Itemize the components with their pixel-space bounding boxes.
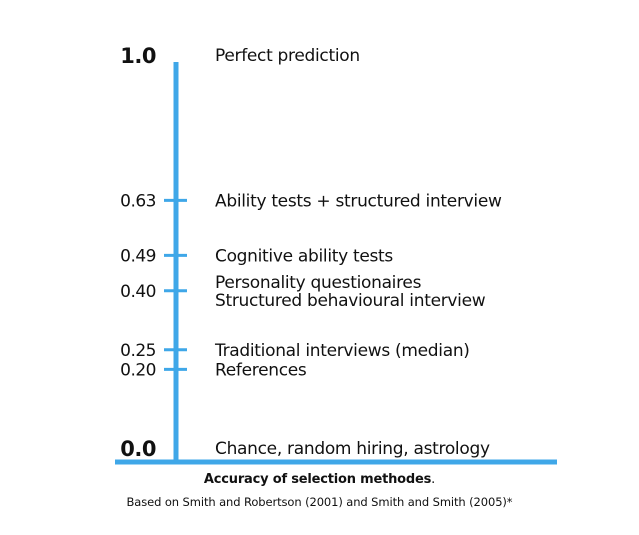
scale-value-label-0-20: 0.20 bbox=[120, 360, 156, 380]
method-label-0-40-1: Personality questionaires bbox=[215, 273, 422, 293]
scale-value-label-1-0: 1.0 bbox=[120, 44, 156, 68]
method-label-0-40-2: Structured behavioural interview bbox=[215, 291, 486, 311]
scale-value-label-0-49: 0.49 bbox=[120, 246, 156, 266]
method-label-0-63: Ability tests + structured interview bbox=[215, 191, 502, 211]
method-label-0-20: References bbox=[215, 360, 307, 380]
scale-value-label-0-25: 0.25 bbox=[120, 341, 156, 361]
scale-value-label-0-0: 0.0 bbox=[120, 437, 156, 461]
method-label-0-49: Cognitive ability tests bbox=[215, 246, 393, 266]
scale-value-label-0-63: 0.63 bbox=[120, 191, 156, 211]
chart-title-text: Accuracy of selection methodes bbox=[203, 472, 432, 487]
chart-title: Accuracy of selection methodes. bbox=[0, 472, 639, 487]
method-label-0-0: Chance, random hiring, astrology bbox=[215, 439, 490, 459]
scale-value-label-0-40: 0.40 bbox=[120, 282, 156, 302]
method-label-0-25: Traditional interviews (median) bbox=[214, 341, 470, 361]
method-label-1-0: Perfect prediction bbox=[215, 46, 360, 66]
chart-title-suffix: . bbox=[431, 472, 436, 487]
chart-subtitle: Based on Smith and Robertson (2001) and … bbox=[126, 495, 513, 509]
